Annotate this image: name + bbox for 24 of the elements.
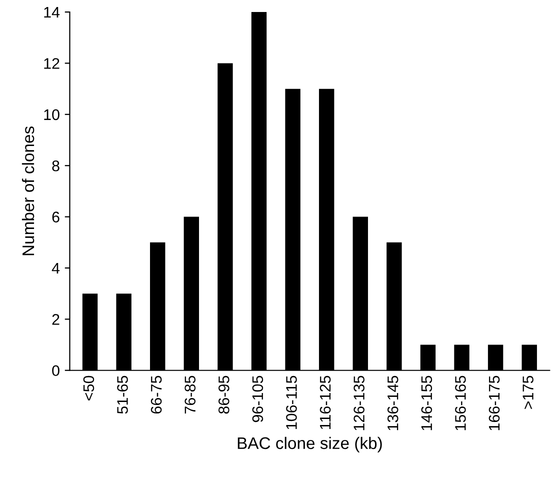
y-tick-label: 8 [52, 160, 60, 172]
x-tick-label: 116-125 [320, 376, 331, 429]
x-tick-label: 166-175 [488, 376, 500, 430]
y-tick-label: 4 [52, 263, 60, 274]
x-tick-label: >175 [522, 376, 534, 409]
y-tick-label: 2 [52, 314, 60, 325]
x-tick-label: 76-85 [184, 376, 196, 414]
y-tick-label: 0 [52, 365, 60, 376]
y-tick-label: 6 [52, 212, 60, 222]
y-tick-label: 12 [44, 58, 60, 69]
x-tick-label: 146-155 [421, 376, 432, 430]
x-tick-label: 96-105 [252, 376, 264, 422]
y-tick-label: 10 [44, 109, 60, 120]
x-tick-label: 66-75 [150, 376, 162, 414]
x-tick-label: <50 [83, 376, 94, 400]
y-tick-label: 14 [44, 7, 60, 18]
y-axis-title: Number of clones [22, 126, 34, 256]
x-tick-label: 156-165 [455, 376, 466, 430]
x-tick-label: 136-145 [387, 376, 398, 430]
x-tick-label: 86-95 [218, 376, 230, 414]
x-axis-title: BAC clone size (kb) [238, 436, 382, 452]
x-tick-label: 126-135 [354, 376, 364, 430]
x-tick-label: 106-115 [286, 376, 297, 429]
x-tick-label: 51-65 [117, 376, 128, 414]
